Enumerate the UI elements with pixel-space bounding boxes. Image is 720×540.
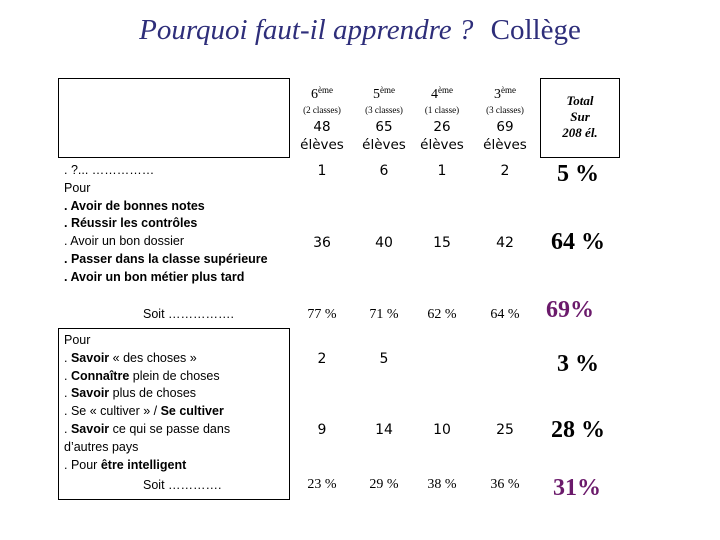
section1-label: . ?... …………… Pour . Avoir de bonnes note… [64,163,268,284]
grade-header-3: 3ème (3 classes) [486,85,524,115]
s1-pct-5: 71 % [369,307,399,322]
title-question: Pourquoi faut-il apprendre ? [139,14,474,46]
s1-a-4: 1 [437,163,447,179]
grade-header-6: 6ème (2 classes) [303,85,341,115]
s2-a-6: 2 [317,351,327,367]
grade-header-4: 4ème (1 classe) [424,85,460,115]
s1-a-total: 5 % [557,161,599,187]
s1-b-6: 36 [313,235,331,251]
s1-b-4: 15 [433,235,451,251]
s1-b-total: 64 % [551,229,605,255]
s2-pct-5: 29 % [369,477,399,492]
s2-a-total: 3 % [557,351,599,377]
section2-box [58,328,290,500]
students-4: 26 élèves [420,119,464,153]
total-header: Total Sur 208 él. [562,93,598,140]
grade-header-5: 5ème (3 classes) [365,85,403,115]
s2-pct-6: 23 % [307,477,337,492]
s1-pct-total: 69% [546,297,594,323]
total-header-box [540,78,620,158]
s2-b-6: 9 [317,422,327,438]
section2-label: Pour . Savoir « des choses » . Connaître… [64,333,231,472]
s2-a-5: 5 [379,351,389,367]
section1-soit: Soit ……………. [143,307,234,321]
page-title: Pourquoi faut-il apprendre ? Collège [0,14,720,47]
s1-a-5: 6 [379,163,389,179]
s1-b-5: 40 [375,235,393,251]
s1-a-6: 1 [317,163,327,179]
s2-pct-total: 31% [553,475,601,501]
s1-pct-3: 64 % [490,307,520,322]
s2-b-3: 25 [496,422,514,438]
s1-pct-4: 62 % [427,307,457,322]
s1-a-3: 2 [500,163,510,179]
students-3: 69 élèves [483,119,527,153]
s2-b-5: 14 [375,422,393,438]
header-empty-box [58,78,290,158]
s2-pct-3: 36 % [490,477,520,492]
s1-b-3: 42 [496,235,514,251]
s2-pct-4: 38 % [427,477,457,492]
s2-b-4: 10 [433,422,451,438]
students-5: 65 élèves [362,119,406,153]
title-level: Collège [490,14,581,46]
students-6: 48 élèves [300,119,344,153]
s1-pct-6: 77 % [307,307,337,322]
s2-b-total: 28 % [551,417,605,443]
section2-soit: Soit …………. [143,478,222,492]
